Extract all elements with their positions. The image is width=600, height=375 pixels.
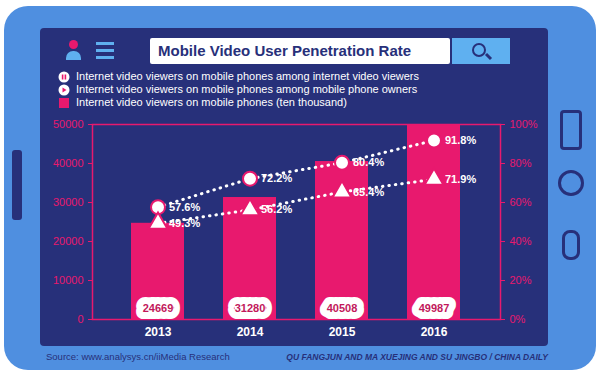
svg-text:20000: 20000: [53, 235, 84, 247]
svg-text:60%: 60%: [510, 196, 532, 208]
svg-text:56.2%: 56.2%: [261, 203, 292, 215]
html-text:Source: www.analysys.cn/iiMedi: Source: www.analysys.cn/iiMedia Research: [46, 351, 230, 362]
svg-text:71.9%: 71.9%: [445, 173, 476, 185]
svg-text:72.2%: 72.2%: [261, 172, 292, 184]
svg-text:20%: 20%: [510, 274, 532, 286]
svg-text:91.8%: 91.8%: [445, 134, 476, 146]
svg-text:31280: 31280: [235, 302, 266, 314]
html-text:Internet video viewers on mobi: Internet video viewers on mobile phones …: [76, 96, 347, 108]
svg-text:30000: 30000: [53, 196, 84, 208]
html-text:Mobile Video User Penetration: Mobile Video User Penetration Rate: [158, 42, 412, 59]
svg-text:2013: 2013: [145, 325, 172, 339]
svg-text:2016: 2016: [421, 325, 448, 339]
svg-text:24669: 24669: [143, 302, 174, 314]
svg-text:50000: 50000: [53, 118, 84, 130]
svg-text:2015: 2015: [329, 325, 356, 339]
svg-text:57.6%: 57.6%: [169, 201, 200, 213]
html-text:QU FANGJUN AND MA XUEJING AND: QU FANGJUN AND MA XUEJING AND SU JINGBO …: [286, 352, 548, 362]
svg-text:49987: 49987: [419, 302, 450, 314]
svg-text:80%: 80%: [510, 157, 532, 169]
svg-text:80.4%: 80.4%: [353, 156, 384, 168]
svg-text:49.3%: 49.3%: [169, 217, 200, 229]
html-text:Internet video viewers on mobi: Internet video viewers on mobile phones …: [76, 83, 418, 95]
svg-text:0%: 0%: [510, 313, 526, 325]
svg-text:65.4%: 65.4%: [353, 185, 384, 197]
svg-text:2014: 2014: [237, 325, 264, 339]
svg-text:40%: 40%: [510, 235, 532, 247]
html-text:Internet video viewers on mobi: Internet video viewers on mobile phones …: [76, 70, 419, 82]
svg-text:40000: 40000: [53, 157, 84, 169]
svg-text:10000: 10000: [53, 274, 84, 286]
svg-text:100%: 100%: [510, 118, 538, 130]
svg-text:0: 0: [77, 313, 83, 325]
svg-text:40508: 40508: [327, 302, 358, 314]
